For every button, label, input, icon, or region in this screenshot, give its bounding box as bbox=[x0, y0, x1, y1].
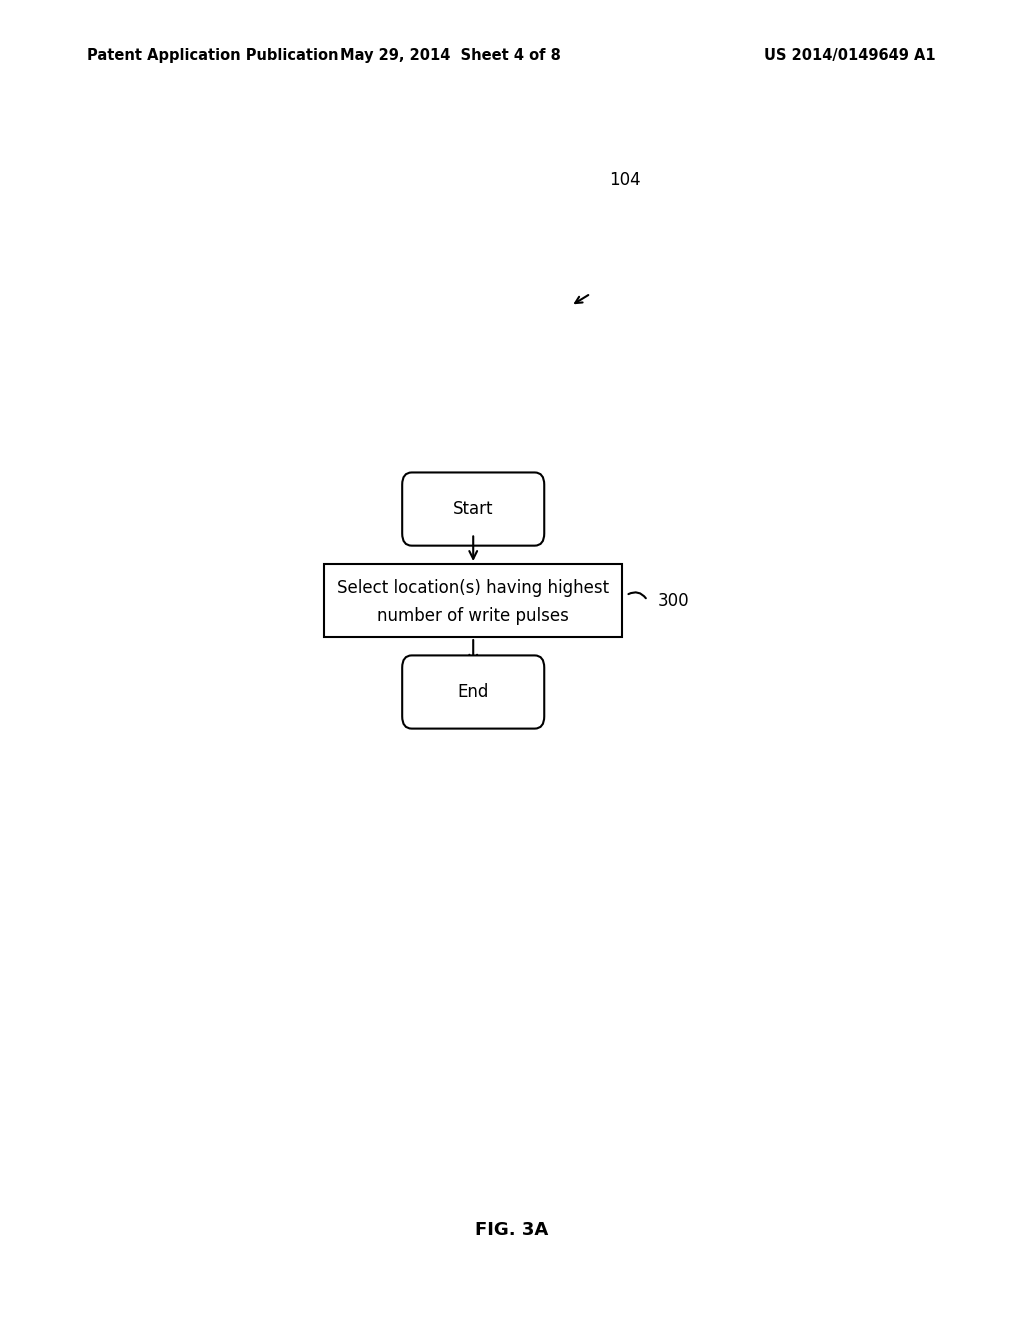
Text: Select location(s) having highest: Select location(s) having highest bbox=[337, 579, 609, 598]
Text: FIG. 3A: FIG. 3A bbox=[475, 1221, 549, 1239]
Text: Start: Start bbox=[453, 500, 494, 517]
FancyBboxPatch shape bbox=[325, 564, 622, 638]
Text: number of write pulses: number of write pulses bbox=[377, 607, 569, 624]
Text: 104: 104 bbox=[609, 170, 641, 189]
Text: Patent Application Publication: Patent Application Publication bbox=[87, 48, 339, 63]
Text: 300: 300 bbox=[657, 591, 689, 610]
Text: May 29, 2014  Sheet 4 of 8: May 29, 2014 Sheet 4 of 8 bbox=[340, 48, 561, 63]
Text: US 2014/0149649 A1: US 2014/0149649 A1 bbox=[764, 48, 936, 63]
FancyBboxPatch shape bbox=[402, 656, 544, 729]
FancyBboxPatch shape bbox=[402, 473, 544, 545]
Text: End: End bbox=[458, 682, 488, 701]
